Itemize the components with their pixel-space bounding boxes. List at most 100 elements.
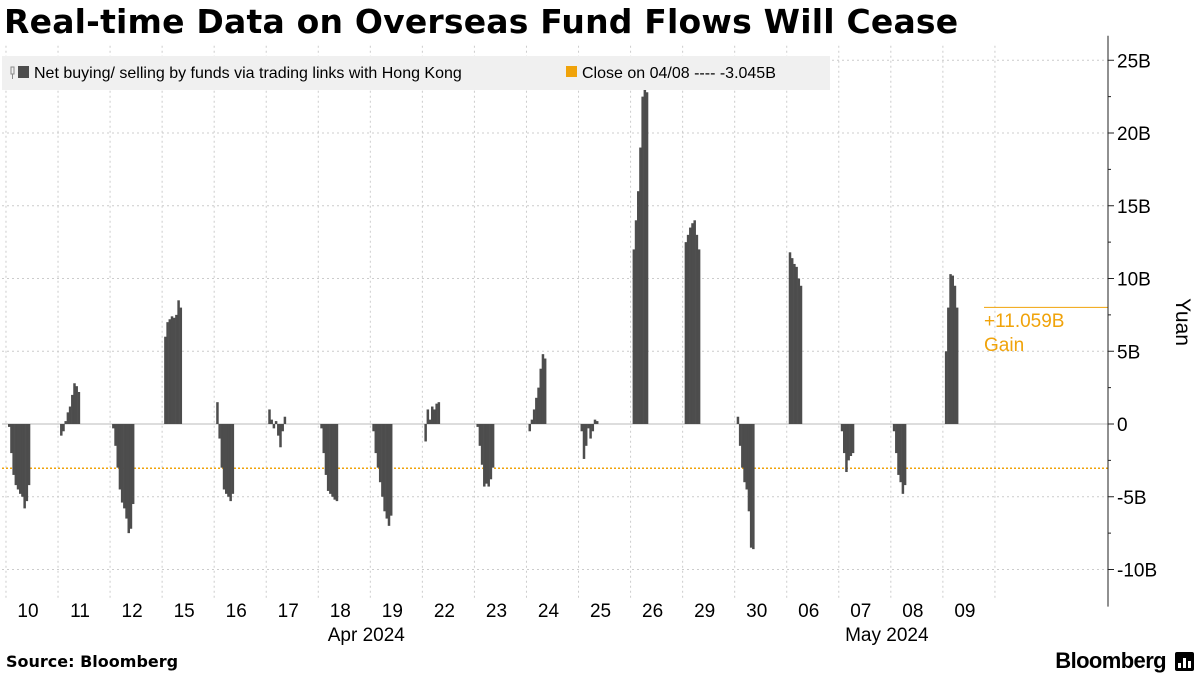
data-bar — [23, 424, 26, 509]
data-bar — [537, 387, 540, 424]
legend-background — [2, 56, 830, 90]
y-tick-label: 0 — [1117, 415, 1128, 436]
data-bar — [580, 424, 584, 432]
data-bar — [593, 419, 597, 424]
bloomberg-terminal-icon — [1175, 652, 1194, 671]
data-bar — [747, 424, 751, 512]
x-tick-label: 12 — [122, 601, 143, 622]
data-bar — [177, 300, 180, 424]
data-bar — [738, 424, 742, 446]
x-tick-label: 09 — [954, 601, 975, 622]
data-bar — [840, 424, 844, 432]
x-tick-label: 29 — [694, 601, 715, 622]
data-bar — [431, 406, 434, 424]
data-bar — [689, 227, 692, 424]
data-bar — [14, 424, 18, 486]
y-tick-label: 5B — [1117, 342, 1140, 363]
data-bar — [684, 242, 688, 424]
data-bar — [483, 424, 486, 487]
bloomberg-logo: Bloomberg — [1055, 648, 1166, 673]
x-tick-label: 18 — [330, 601, 351, 622]
data-bar — [381, 424, 384, 497]
data-bar — [118, 424, 122, 490]
data-bar — [71, 394, 74, 424]
data-bar — [125, 424, 128, 519]
data-bar — [695, 234, 699, 424]
x-tick-label: 22 — [434, 601, 455, 622]
data-bar — [528, 424, 531, 432]
reference-layer — [2, 306, 1108, 470]
data-bar — [229, 424, 232, 502]
y-tick-label: 20B — [1117, 124, 1151, 145]
data-bar — [543, 358, 547, 424]
data-bar — [643, 89, 647, 424]
data-bar — [329, 424, 332, 494]
data-bar — [476, 424, 479, 427]
data-bar — [68, 406, 72, 424]
chart-title: Real-time Data on Overseas Fund Flows Wi… — [4, 2, 959, 41]
data-bar — [899, 424, 902, 483]
data-bar — [277, 424, 280, 436]
data-bar — [21, 424, 24, 497]
data-bar — [589, 424, 592, 439]
annotation-gain: Gain — [984, 335, 1024, 356]
data-bar — [216, 402, 219, 424]
data-bar — [743, 424, 746, 483]
data-bar — [582, 424, 586, 459]
data-bar — [793, 263, 796, 424]
grid-layer — [2, 45, 1108, 599]
data-bar — [491, 424, 495, 468]
data-bar — [535, 397, 538, 424]
data-bar — [587, 424, 590, 429]
data-bar — [268, 409, 271, 424]
data-bar — [112, 424, 115, 429]
data-bar — [901, 424, 905, 494]
y-tick-label: 25B — [1117, 51, 1151, 72]
data-bar — [637, 191, 640, 424]
data-bar — [487, 424, 490, 487]
x-tick-label: 10 — [17, 601, 38, 622]
data-bar — [897, 424, 900, 475]
data-bar — [632, 249, 636, 424]
data-bar — [335, 424, 339, 502]
x-tick-label: 16 — [226, 601, 247, 622]
data-bar — [790, 258, 794, 424]
data-bar — [64, 421, 67, 424]
data-bar — [686, 234, 690, 424]
data-bar — [383, 424, 386, 512]
data-bar — [322, 424, 325, 454]
data-bar — [272, 424, 276, 429]
legend-close-label: Close on 04/08 ---- -3.045B — [582, 65, 776, 82]
data-bar — [843, 424, 846, 454]
data-bar — [27, 424, 31, 486]
data-bar — [225, 424, 228, 494]
data-bar — [953, 285, 957, 424]
data-bar — [591, 424, 595, 432]
data-bar — [903, 424, 907, 486]
x-tick-label: 15 — [174, 601, 195, 622]
data-bar — [489, 424, 493, 480]
data-bar — [281, 424, 284, 432]
data-bar — [389, 424, 393, 516]
data-bar — [220, 424, 224, 468]
data-bar — [749, 424, 753, 548]
data-bar — [424, 424, 427, 442]
annotation-value: +11.059B — [984, 311, 1064, 332]
y-tick-label: -5B — [1117, 488, 1147, 509]
data-bar — [131, 424, 135, 505]
data-bar — [60, 424, 63, 436]
data-bar — [274, 421, 278, 424]
data-bar — [895, 424, 898, 454]
data-bar — [25, 424, 29, 502]
data-bar — [435, 403, 438, 424]
data-bar — [333, 424, 336, 500]
data-bar — [324, 424, 328, 475]
x-tick-label: 07 — [850, 601, 871, 622]
data-bar — [955, 307, 959, 424]
annotation-layer: +11.059B Gain — [984, 311, 1064, 356]
data-bar — [797, 278, 801, 424]
x-tick-label: 25 — [590, 601, 611, 622]
data-bar — [172, 317, 176, 424]
data-bar — [693, 220, 696, 424]
